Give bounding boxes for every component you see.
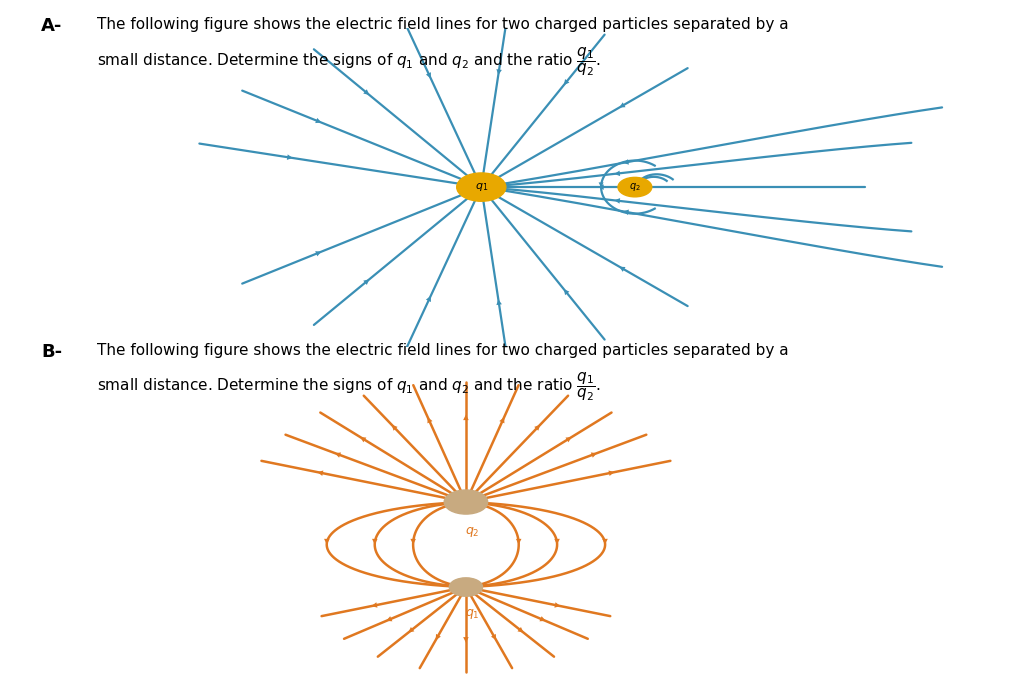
Text: $q_1$: $q_1$: [465, 607, 479, 621]
Circle shape: [450, 578, 482, 596]
Text: $q_2$: $q_2$: [465, 525, 479, 538]
Circle shape: [444, 490, 487, 514]
Text: $q_1$: $q_1$: [475, 181, 487, 193]
Text: B-: B-: [41, 343, 62, 361]
Text: The following figure shows the electric field lines for two charged particles se: The following figure shows the electric …: [97, 17, 788, 78]
Circle shape: [618, 177, 651, 197]
Text: A-: A-: [41, 17, 62, 35]
Circle shape: [457, 173, 506, 201]
Text: The following figure shows the electric field lines for two charged particles se: The following figure shows the electric …: [97, 343, 788, 403]
Text: $q_2$: $q_2$: [629, 181, 641, 193]
